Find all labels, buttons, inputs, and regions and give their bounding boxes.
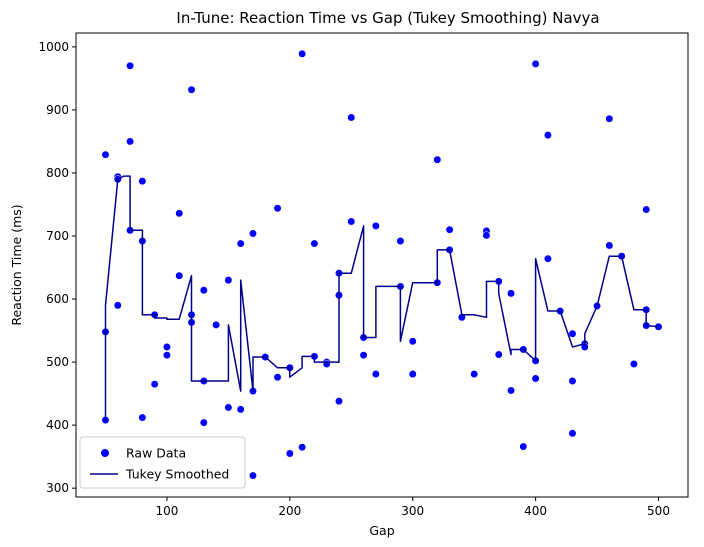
raw-data-point <box>470 370 479 379</box>
raw-data-point <box>162 343 171 351</box>
raw-data-point <box>273 373 282 382</box>
x-tick-label: 300 <box>401 504 424 518</box>
raw-data-point <box>371 221 380 230</box>
raw-data-point <box>310 239 319 248</box>
legend-label-tukey-smoothed: Tukey Smoothed <box>125 467 229 482</box>
raw-data-point <box>396 237 405 245</box>
raw-data-point <box>605 241 614 250</box>
raw-data-point <box>249 471 257 480</box>
y-tick-label: 600 <box>46 292 69 306</box>
axis-ticks: 100 200 300 400 500 300 400 500 600 700 800 900 1000 <box>38 40 670 518</box>
raw-data-point <box>482 231 491 240</box>
raw-data-point <box>212 320 221 329</box>
x-tick-label: 100 <box>155 504 178 518</box>
y-tick-label: 1000 <box>38 40 69 54</box>
raw-data-point <box>347 113 356 122</box>
raw-data-point <box>199 418 208 427</box>
raw-data-point <box>408 337 417 346</box>
raw-data-point <box>507 386 515 395</box>
raw-data-point <box>236 405 245 414</box>
plot-frame <box>75 32 689 498</box>
x-axis-label: Gap <box>369 523 394 538</box>
chart-title: In-Tune: Reaction Time vs Gap (Tukey Smo… <box>176 9 599 27</box>
raw-data-point <box>199 286 208 295</box>
raw-data-point <box>629 360 638 368</box>
raw-data-point <box>519 442 528 451</box>
raw-data-point <box>236 239 245 248</box>
raw-data-point <box>224 276 233 285</box>
raw-data-point <box>543 131 552 140</box>
raw-data-point <box>285 449 294 458</box>
raw-data-point <box>249 229 257 238</box>
legend: Raw Data Tukey Smoothed <box>79 436 246 489</box>
raw-data-point <box>150 380 159 389</box>
raw-data-point <box>568 329 577 338</box>
raw-data-point <box>298 443 307 452</box>
raw-data-point <box>113 301 122 310</box>
raw-data-point <box>408 370 417 379</box>
x-tick-label: 200 <box>278 504 301 518</box>
legend-label-raw-data: Raw Data <box>126 446 186 461</box>
raw-data-point <box>568 429 577 438</box>
raw-data-point <box>162 351 171 360</box>
raw-data-point <box>371 370 380 379</box>
raw-data-point <box>531 59 540 68</box>
y-tick-label: 300 <box>46 481 69 495</box>
legend-frame <box>79 436 246 489</box>
raw-data-point <box>175 209 184 218</box>
y-tick-label: 700 <box>46 229 69 243</box>
raw-data-point <box>642 205 651 214</box>
x-tick-label: 500 <box>647 504 670 518</box>
raw-data-point <box>126 61 135 70</box>
raw-data-point <box>543 254 552 263</box>
raw-data-point <box>138 413 147 422</box>
y-tick-label: 900 <box>46 103 69 117</box>
raw-data-point <box>605 114 614 123</box>
raw-data-point <box>126 137 135 146</box>
raw-data-point <box>359 351 368 360</box>
raw-data-point <box>335 397 343 406</box>
raw-data-point <box>298 49 307 58</box>
raw-data-point <box>175 271 184 280</box>
legend-marker-raw-data <box>101 449 109 457</box>
raw-data-point <box>568 377 577 385</box>
y-tick-label: 800 <box>46 166 69 180</box>
raw-data-point <box>224 403 233 412</box>
y-tick-label: 400 <box>46 418 69 432</box>
tukey-smoothed-line <box>104 175 659 421</box>
raw-data-point <box>507 289 515 298</box>
raw-data-point <box>531 374 540 383</box>
x-tick-label: 400 <box>524 504 547 518</box>
raw-data-point <box>101 150 110 159</box>
raw-data-point <box>433 155 442 164</box>
raw-data-point <box>138 177 147 186</box>
raw-data-point <box>445 225 454 234</box>
raw-data-point <box>187 85 196 94</box>
y-axis-label: Reaction Time (ms) <box>9 204 24 325</box>
raw-data-point <box>347 217 356 226</box>
plot-area <box>101 49 663 480</box>
raw-data-point <box>494 350 503 359</box>
raw-data-point <box>273 204 282 213</box>
y-tick-label: 500 <box>46 355 69 369</box>
